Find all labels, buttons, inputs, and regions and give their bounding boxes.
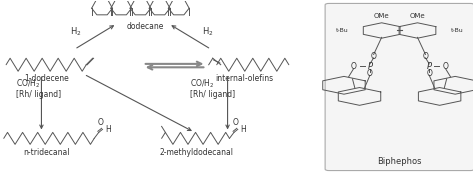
Text: 1-dodecene: 1-dodecene bbox=[24, 74, 69, 83]
Text: O: O bbox=[371, 52, 376, 61]
Text: internal-olefins: internal-olefins bbox=[215, 74, 273, 83]
Text: P: P bbox=[367, 62, 373, 71]
Text: O: O bbox=[98, 118, 103, 127]
Text: n-tridecanal: n-tridecanal bbox=[23, 148, 69, 157]
Text: OMe: OMe bbox=[410, 13, 425, 19]
Text: 2-methyldodecanal: 2-methyldodecanal bbox=[160, 148, 234, 157]
Text: H: H bbox=[240, 125, 246, 134]
Text: [Rh/ ligand]: [Rh/ ligand] bbox=[16, 90, 61, 99]
Text: O: O bbox=[443, 62, 449, 71]
Text: O: O bbox=[233, 118, 239, 127]
Text: H: H bbox=[105, 125, 110, 134]
Text: t-Bu: t-Bu bbox=[450, 28, 463, 33]
Text: H$_2$: H$_2$ bbox=[70, 26, 81, 38]
Text: dodecane: dodecane bbox=[127, 22, 164, 31]
Text: OMe: OMe bbox=[374, 13, 390, 19]
Text: H$_2$: H$_2$ bbox=[201, 26, 213, 38]
Text: Biphephos: Biphephos bbox=[377, 157, 422, 166]
Text: O: O bbox=[426, 69, 432, 78]
Text: t-Bu: t-Bu bbox=[336, 28, 349, 33]
Text: CO/H$_2$: CO/H$_2$ bbox=[190, 78, 214, 90]
Text: O: O bbox=[422, 52, 428, 61]
Text: P: P bbox=[427, 62, 432, 71]
Text: [Rh/ ligand]: [Rh/ ligand] bbox=[190, 90, 235, 99]
Text: O: O bbox=[367, 69, 373, 78]
Text: CO/H$_2$: CO/H$_2$ bbox=[16, 78, 40, 90]
FancyBboxPatch shape bbox=[325, 3, 474, 171]
Text: O: O bbox=[350, 62, 356, 71]
